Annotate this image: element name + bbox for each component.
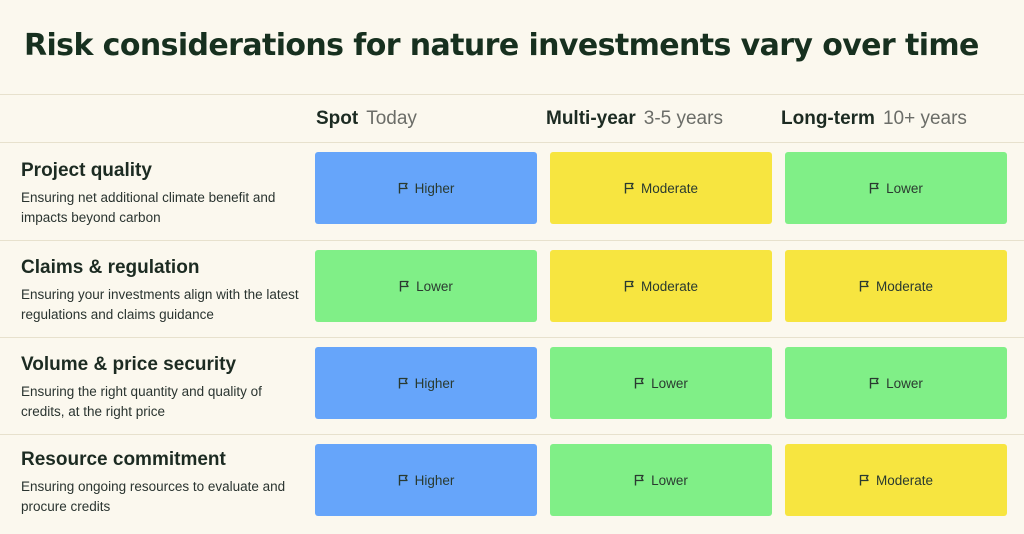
row-description: Ensuring ongoing resources to evaluate a… xyxy=(21,479,286,514)
risk-level-label: Moderate xyxy=(640,278,699,294)
flag-icon xyxy=(859,280,870,292)
column-timeframe: 3-5 years xyxy=(643,108,723,129)
risk-level-label: Moderate xyxy=(875,472,934,488)
risk-level-label: Lower xyxy=(886,375,923,391)
flag-icon xyxy=(869,377,880,389)
flag-icon xyxy=(634,474,645,486)
risk-level-label: Lower xyxy=(651,375,688,391)
risk-level-label: Lower xyxy=(886,180,923,196)
risk-level-label: Lower xyxy=(416,278,453,294)
row-description: Ensuring your investments align with the… xyxy=(21,287,299,322)
risk-cell-project-quality-multi-year: Moderate xyxy=(550,152,772,224)
column-name: Multi-year xyxy=(546,108,636,129)
risk-matrix: Spot Today Multi-year 3-5 years Long-term 1… xyxy=(0,94,1024,534)
flag-icon xyxy=(869,182,880,194)
flag-icon xyxy=(399,280,410,292)
column-header-multi-year: Multi-year 3-5 years xyxy=(546,108,723,132)
title-bar: Risk considerations for nature investmen… xyxy=(0,0,1024,94)
risk-level-label: Lower xyxy=(651,472,688,488)
row-title: Volume & price security xyxy=(21,354,237,375)
risk-level-label: Moderate xyxy=(875,278,934,294)
risk-cell-volume-price-security-spot: Higher xyxy=(315,347,537,419)
divider xyxy=(0,142,1024,143)
flag-icon xyxy=(634,377,645,389)
column-timeframe: Today xyxy=(366,108,417,129)
risk-level-label: Higher xyxy=(414,180,455,196)
divider xyxy=(0,337,1024,338)
flag-icon xyxy=(398,377,409,389)
risk-cell-project-quality-long-term: Lower xyxy=(785,152,1007,224)
row-label-resource-commitment: Resource commitment Ensuring ongoing reso… xyxy=(21,449,301,517)
risk-cell-project-quality-spot: Higher xyxy=(315,152,537,224)
flag-icon xyxy=(859,474,870,486)
column-name: Long-term xyxy=(781,108,875,129)
column-header-spot: Spot Today xyxy=(316,108,417,132)
page-title: Risk considerations for nature investmen… xyxy=(24,28,979,63)
row-title: Project quality xyxy=(21,160,152,181)
row-title: Resource commitment xyxy=(21,449,226,470)
flag-icon xyxy=(398,182,409,194)
flag-icon xyxy=(398,474,409,486)
risk-cell-resource-commitment-spot: Higher xyxy=(315,444,537,516)
risk-cell-claims-regulation-long-term: Moderate xyxy=(785,250,1007,322)
flag-icon xyxy=(624,182,635,194)
risk-level-label: Moderate xyxy=(640,180,699,196)
divider xyxy=(0,94,1024,95)
risk-cell-volume-price-security-multi-year: Lower xyxy=(550,347,772,419)
row-title: Claims & regulation xyxy=(21,257,200,278)
row-description: Ensuring net additional climate benefit … xyxy=(21,190,276,225)
risk-cell-resource-commitment-multi-year: Lower xyxy=(550,444,772,516)
divider xyxy=(0,434,1024,435)
risk-level-label: Higher xyxy=(414,375,455,391)
row-label-volume-price-security: Volume & price security Ensuring the righ… xyxy=(21,354,301,422)
row-label-project-quality: Project quality Ensuring net additional c… xyxy=(21,160,301,228)
column-header-long-term: Long-term 10+ years xyxy=(781,108,967,132)
column-name: Spot xyxy=(316,108,359,129)
risk-cell-resource-commitment-long-term: Moderate xyxy=(785,444,1007,516)
row-label-claims-regulation: Claims & regulation Ensuring your investm… xyxy=(21,257,301,325)
risk-cell-claims-regulation-multi-year: Moderate xyxy=(550,250,772,322)
column-timeframe: 10+ years xyxy=(882,108,967,129)
row-description: Ensuring the right quantity and quality … xyxy=(21,384,262,419)
flag-icon xyxy=(624,280,635,292)
risk-cell-claims-regulation-spot: Lower xyxy=(315,250,537,322)
divider xyxy=(0,240,1024,241)
risk-cell-volume-price-security-long-term: Lower xyxy=(785,347,1007,419)
risk-level-label: Higher xyxy=(414,472,455,488)
